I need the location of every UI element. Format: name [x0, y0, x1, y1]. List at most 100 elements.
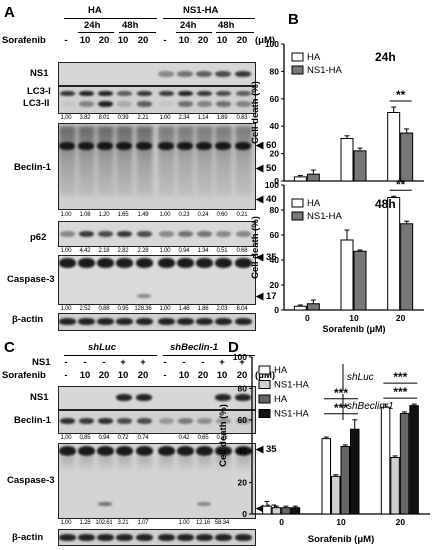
- blot-a-lc3: [58, 86, 256, 114]
- blot-a-actin: [58, 313, 256, 331]
- a-q-beclin-3: 1.65: [117, 212, 129, 218]
- panel-c-row-casp3: Caspase-3: [7, 475, 55, 486]
- chart1-xtick-0: 0: [305, 313, 310, 323]
- panel-c-ns1-label: NS1: [32, 357, 51, 368]
- chart0-legend-label-1: NS1-HA: [307, 65, 343, 76]
- c-q-casp3-1: 1.28: [79, 520, 91, 526]
- a-q-casp3-5: 1.00: [159, 306, 171, 312]
- c-conc-4: 20: [137, 370, 149, 381]
- panel-a-time-3: 24h: [180, 20, 197, 31]
- chart1-bar-1-2: [400, 223, 414, 311]
- chart0-sig-0: **: [396, 88, 406, 102]
- a-q-beclin-8: 0.60: [216, 212, 228, 218]
- a-q-beclin-5: 1.00: [159, 212, 171, 218]
- chart1-xtick-2: 20: [396, 313, 406, 323]
- panel-a-time-2: 48h: [122, 20, 139, 31]
- c-ns1-5: -: [163, 357, 167, 368]
- a-q-lc3-4: 2.21: [137, 115, 149, 121]
- a-q-lc3-9: 0.63: [236, 115, 248, 121]
- a-q-p62-1: 4.42: [79, 248, 91, 254]
- a-q-p62-6: 0.94: [178, 248, 190, 254]
- chart2-bar-3-0: [290, 507, 301, 515]
- panel-a-row-lc3-i: LC3-I: [27, 86, 51, 97]
- chart0-bar-1-2: [400, 132, 414, 182]
- chart2-xtick-0: 0: [279, 517, 284, 527]
- blot-a-ns1: [58, 62, 256, 86]
- a-q-beclin-0: 1.00: [60, 212, 72, 218]
- a-q-p62-0: 1.00: [60, 248, 72, 254]
- panel-a-group-ha: HA: [88, 5, 102, 16]
- panel-b-xlabel: Sorafenib (μM): [322, 324, 385, 334]
- chart1-bar-0-2: [387, 197, 401, 311]
- chart0-ytick-label-3: 60: [270, 94, 280, 104]
- panel-c-sorafenib-label: Sorafenib: [2, 370, 46, 381]
- a-q-casp3-3: 0.95: [117, 306, 129, 312]
- chart1-legend-label-0: HA: [307, 198, 321, 209]
- a-q-beclin-9: 0.21: [236, 212, 248, 218]
- chart0-bar-0-0: [293, 176, 307, 182]
- panel-c-letter: C: [4, 339, 15, 356]
- c-conc-9: 20: [236, 370, 248, 381]
- a-q-beclin-7: 0.24: [197, 212, 209, 218]
- chart2-legend-label-2: HA: [274, 394, 288, 405]
- c-ns1-3: +: [120, 357, 126, 368]
- blot-c-casp3: [58, 443, 256, 519]
- panel-c-unit: (μM): [255, 370, 276, 381]
- a-conc-1: 10: [79, 35, 91, 46]
- marker-c-17: ◀ 17: [256, 503, 277, 514]
- blot-a-casp3: [58, 255, 256, 305]
- chart2-bar-1-1: [331, 475, 341, 515]
- a-conc-5: -: [163, 35, 167, 46]
- chart2-bar-2-0: [281, 507, 291, 515]
- c-ns1-8: +: [219, 357, 225, 368]
- chart2-sig-1: ***: [334, 386, 348, 400]
- c-ns1-2: -: [102, 357, 106, 368]
- a-conc-2: 20: [98, 35, 110, 46]
- a-q-lc3-8: 1.89: [216, 115, 228, 121]
- c-q-casp3-7: 58.34: [214, 520, 230, 526]
- a-q-p62-7: 1.34: [197, 248, 209, 254]
- a-q-casp3-0: 1.00: [60, 306, 72, 312]
- blot-a-p62: [58, 221, 256, 247]
- chart2-bar-1-2: [390, 456, 400, 515]
- chart1-ytick-label-5: 100: [265, 180, 279, 190]
- blot-c-ns1: [58, 386, 256, 410]
- chart2-bar-3-1: [350, 428, 360, 515]
- a-q-beclin-1: 1.08: [79, 212, 91, 218]
- chart2-legend-swatch-3: [258, 409, 271, 418]
- chart0-legend-swatch-1: [291, 65, 304, 75]
- panel-a-row-beclin: Beclin-1: [14, 162, 51, 173]
- c-conc-8: 10: [216, 370, 228, 381]
- chart2-xtick-1: 10: [336, 517, 346, 527]
- chart1-ytick-label-4: 80: [270, 205, 280, 215]
- chart0-bar-1-1: [353, 150, 367, 182]
- chart1-xtick-1: 10: [349, 313, 359, 323]
- chart0-legend-swatch-0: [291, 52, 304, 62]
- marker-a-40: ◀ 40: [256, 194, 277, 205]
- panel-a-row-p62: p62: [30, 232, 47, 243]
- a-conc-7: 20: [197, 35, 209, 46]
- chart0-ytick-label-0: 0: [274, 176, 279, 186]
- chart1-ytick-label-0: 0: [274, 305, 279, 315]
- c-q-beclin-4: 0.74: [137, 435, 149, 441]
- legend-group-shluc: shLuc: [347, 372, 374, 383]
- c-ns1-7: -: [201, 357, 205, 368]
- a-q-casp3-8: 2.03: [216, 306, 228, 312]
- chart2-legend-swatch-2: [258, 394, 271, 404]
- blot-c-beclin: [58, 410, 256, 434]
- a-q-lc3-7: 1.14: [197, 115, 209, 121]
- a-q-lc3-2: 8.01: [98, 115, 110, 121]
- c-conc-3: 10: [117, 370, 129, 381]
- a-q-lc3-5: 1.00: [159, 115, 171, 121]
- chart2-bar-0-2: [380, 406, 391, 515]
- a-conc-6: 10: [178, 35, 190, 46]
- a-q-casp3-9: 8.04: [236, 306, 248, 312]
- chart0-bar-1-0: [306, 173, 320, 182]
- chart2-bar-2-2: [399, 413, 410, 515]
- chart1-legend-swatch-1: [291, 211, 304, 221]
- panel-a-row-actin: β-actin: [12, 314, 44, 325]
- chart2-legend-label-3: NS1-HA: [274, 409, 310, 420]
- a-conc-0: -: [64, 35, 68, 46]
- marker-a-35: ◀ 35: [256, 252, 277, 263]
- blot-a-beclin: [58, 123, 256, 210]
